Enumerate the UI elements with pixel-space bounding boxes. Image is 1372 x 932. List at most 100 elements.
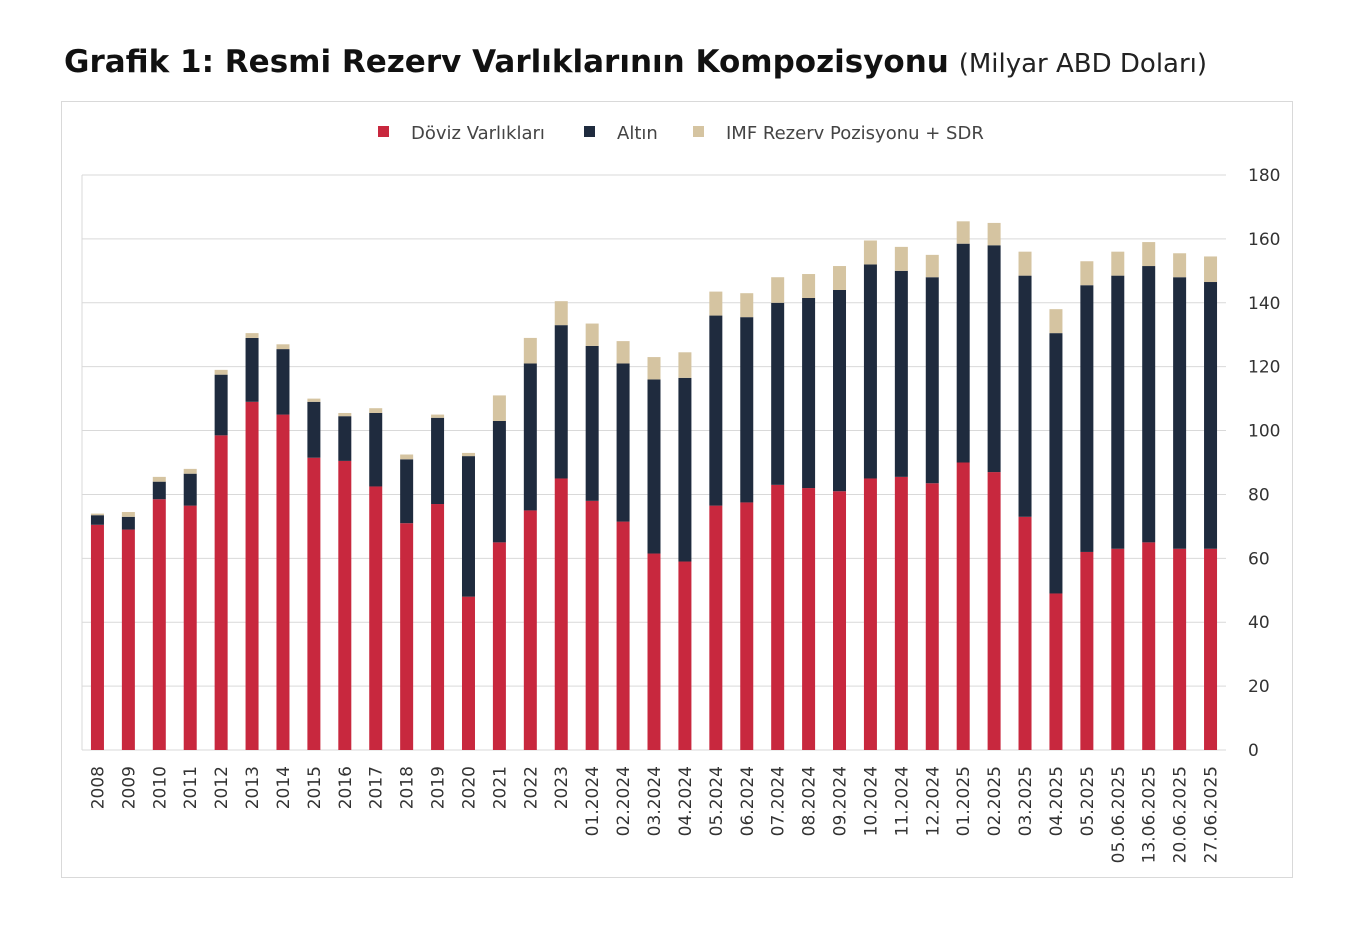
bar-segment-doviz [431,504,445,750]
bar-segment-altin [90,515,104,525]
bar-segment-doviz [833,491,847,750]
bar-segment-altin [121,516,135,530]
x-tick-label: 2023 [552,766,572,809]
bar-segment-imf [121,512,135,517]
x-tick-label: 2011 [181,766,201,809]
bar-segment-imf [863,240,877,265]
bar-segment-altin [771,302,785,485]
y-tick-label: 0 [1248,741,1259,761]
x-tick-label: 01.2025 [954,766,974,836]
bar-segment-altin [523,363,537,511]
bar-segment-imf [492,395,506,421]
x-tick-label: 02.2024 [614,766,634,836]
bar-segment-imf [523,337,537,364]
bar-segment-imf [925,254,939,278]
bar-segment-altin [1204,282,1218,549]
bar-segment-doviz [307,457,321,750]
bar-segment-imf [1049,309,1063,334]
x-tick-label: 2012 [212,766,232,809]
x-tick-label: 2022 [521,766,541,809]
bar-segment-doviz [492,542,506,750]
y-tick-label: 160 [1248,230,1280,250]
bar-segment-imf [833,266,847,290]
bar-segment-doviz [925,483,939,750]
x-tick-label: 03.2024 [645,766,665,836]
x-tick-label: 08.2024 [800,766,820,836]
bar-segment-doviz [183,505,197,750]
x-tick-label: 06.2024 [738,766,758,836]
x-tick-label: 2021 [490,766,510,809]
bar-segment-altin [245,337,259,402]
bar-segment-doviz [1204,548,1218,750]
bar-segment-doviz [1080,551,1094,750]
bar-segment-altin [1080,285,1094,552]
bar-segment-altin [492,420,506,543]
bar-segment-imf [1080,261,1094,286]
legend-swatch-doviz [378,126,389,137]
bar-segment-doviz [245,401,259,750]
bar-segment-altin [987,245,1001,473]
bar-segment-altin [1018,275,1032,517]
bar-segment-imf [647,357,661,380]
bar-segment-doviz [1049,593,1063,750]
x-tick-label: 2010 [150,766,170,809]
bar-segment-altin [863,264,877,479]
x-tick-label: 2018 [398,766,418,809]
x-tick-label: 13.06.2025 [1140,766,1160,863]
bar-segment-doviz [771,484,785,750]
bar-segment-altin [183,473,197,506]
x-tick-label: 04.2025 [1047,766,1067,836]
bar-segment-doviz [647,553,661,750]
x-tick-label: 04.2024 [676,766,696,836]
chart-title-main: Grafik 1: Resmi Rezerv Varlıklarının Kom… [64,44,949,80]
bar-segment-altin [616,363,630,522]
bar-segment-imf [183,468,197,474]
bar-segment-imf [1142,242,1156,267]
bar-segment-imf [400,454,414,460]
bar-segment-doviz [802,488,816,750]
y-tick-label: 40 [1248,613,1270,633]
bar-segment-altin [925,277,939,484]
x-tick-label: 12.2024 [923,766,943,836]
bar-segment-altin [894,270,908,477]
bar-segment-doviz [956,462,970,750]
bar-segment-imf [152,476,166,482]
bar-segment-doviz [709,505,723,750]
x-tick-label: 10.2024 [861,766,881,836]
bar-segment-altin [461,456,475,597]
bar-segment-doviz [338,460,352,750]
bar-segment-altin [276,349,290,415]
bar-segment-imf [90,513,104,516]
bar-segment-altin [709,315,723,506]
chart-title-unit: (Milyar ABD Doları) [958,49,1208,79]
bar-segment-doviz [461,596,475,750]
chart-frame [61,101,1293,878]
bar-segment-altin [1049,333,1063,594]
bar-segment-altin [431,417,445,505]
bar-segment-doviz [987,472,1001,750]
bar-segment-imf [771,277,785,303]
bar-segment-doviz [214,435,228,750]
bar-segment-doviz [1111,548,1125,750]
bar-segment-imf [585,323,599,346]
bar-segment-imf [1173,253,1187,278]
y-tick-label: 60 [1248,549,1270,569]
bar-segment-altin [1142,266,1156,543]
bar-segment-imf [307,398,321,402]
bar-segment-altin [678,377,692,562]
legend-swatch-imf [693,126,704,137]
y-tick-label: 140 [1248,294,1280,314]
bar-segment-altin [585,345,599,501]
bar-segment-imf [214,369,228,375]
bar-segment-altin [214,374,228,436]
bar-segment-imf [369,408,383,413]
bar-segment-imf [1204,256,1218,283]
bar-segment-doviz [1018,516,1032,750]
x-tick-label: 2020 [459,766,479,809]
bar-segment-altin [1173,277,1187,549]
legend-label-imf: IMF Rezerv Pozisyonu + SDR [726,123,984,144]
bar-segment-imf [245,333,259,338]
bar-segment-imf [616,341,630,364]
x-tick-label: 09.2024 [831,766,851,836]
bar-segment-imf [461,452,475,457]
